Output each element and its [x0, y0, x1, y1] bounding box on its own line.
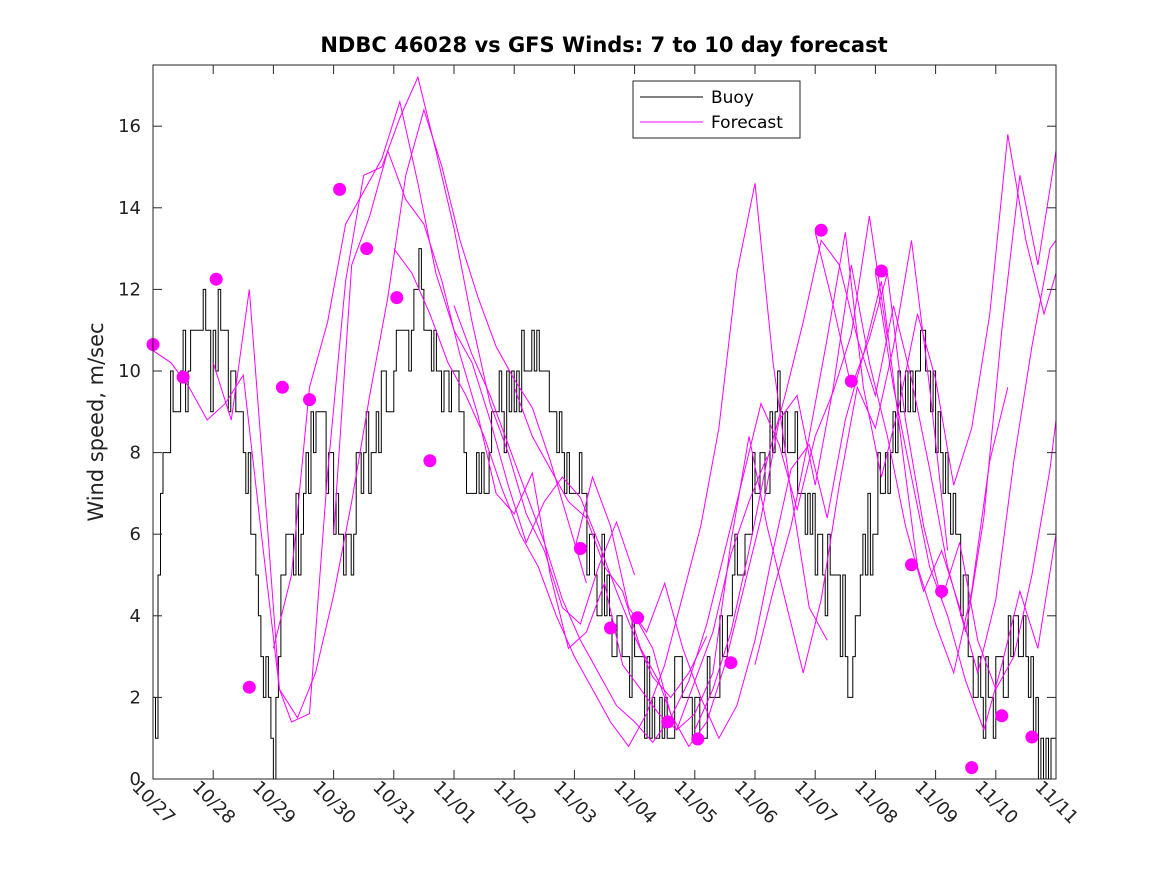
buoy-series: [153, 248, 1056, 779]
forecast-marker: [303, 393, 316, 407]
legend-buoy-label: Buoy: [711, 88, 754, 108]
forecast-line-10: [694, 150, 1056, 731]
forecast-marker: [275, 380, 289, 394]
forecast-marker: [209, 272, 223, 286]
y-tick-label: 10: [118, 361, 141, 382]
y-tick-label: 12: [118, 279, 141, 300]
forecast-line-1: [153, 108, 587, 719]
forecast-marker: [814, 223, 828, 237]
forecast-marker: [333, 182, 347, 196]
forecast-line-7: [513, 240, 949, 731]
buoy-line: [153, 248, 1056, 779]
y-tick-label: 2: [130, 687, 141, 708]
forecast-marker: [176, 370, 190, 384]
forecast-line-9: [634, 240, 1056, 748]
forecast-line-2: [212, 75, 636, 723]
forecast-marker: [661, 715, 675, 729]
legend-forecast-label: Forecast: [711, 113, 783, 133]
forecast-marker: [390, 291, 404, 305]
plot-frame: [152, 64, 1057, 780]
y-tick-label: 16: [118, 116, 141, 137]
y-tick-label: 4: [130, 606, 141, 627]
legend-box: [632, 80, 801, 139]
forecast-marker: [995, 709, 1009, 723]
forecast-markers: [146, 182, 1039, 775]
forecast-line-5: [393, 183, 828, 748]
y-tick-label: 0: [130, 769, 141, 790]
forecast-marker: [874, 264, 888, 278]
y-tick-label: 6: [130, 524, 141, 545]
forecast-marker: [631, 611, 645, 625]
forecast-marker: [935, 584, 949, 598]
forecast-line-8: [573, 281, 1009, 740]
forecast-marker: [423, 454, 437, 468]
forecast-marker: [691, 732, 705, 746]
forecast-marker: [360, 242, 374, 256]
y-axis-label: Wind speed, m/sec: [84, 322, 108, 521]
y-tick-label: 8: [130, 443, 141, 464]
forecast-marker: [242, 680, 256, 694]
chart-title: NDBC 46028 vs GFS Winds: 7 to 10 day for…: [320, 33, 887, 57]
y-tick-label: 14: [118, 198, 141, 219]
forecast-line-11: [754, 134, 1056, 665]
legend: Buoy Forecast: [632, 80, 801, 139]
forecast-marker: [573, 542, 587, 555]
forecast-line-3: [272, 99, 708, 699]
forecast-marker: [1025, 730, 1039, 744]
forecast-line-13: [874, 273, 1056, 732]
forecast-marker: [604, 621, 617, 635]
forecast-marker: [724, 656, 738, 670]
forecast-marker: [844, 374, 858, 388]
forecast-marker: [905, 558, 918, 572]
forecast-marker: [965, 761, 979, 775]
